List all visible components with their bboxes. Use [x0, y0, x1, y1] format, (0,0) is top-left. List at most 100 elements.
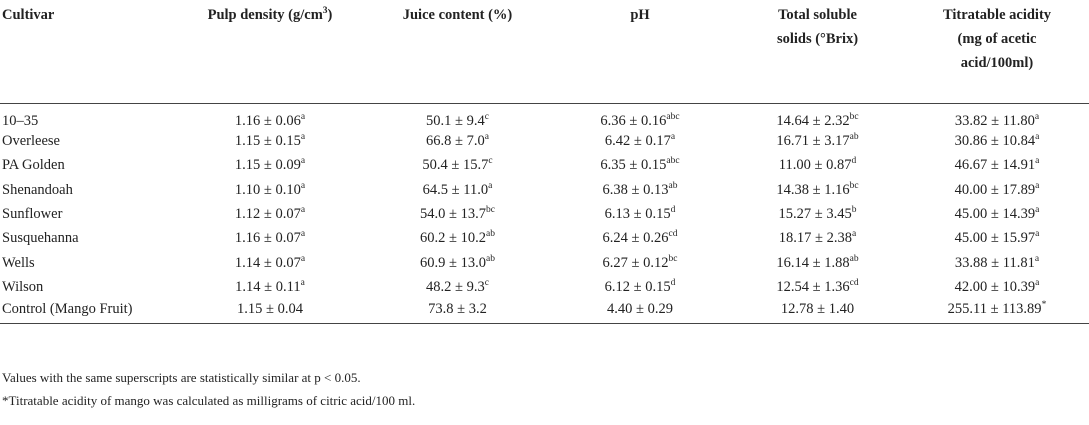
- significance-superscript: c: [484, 111, 489, 122]
- footnote-mango-acidity: *Titratable acidity of mango was calcula…: [2, 393, 416, 408]
- cell-value: 73.8 ± 3.2: [428, 300, 487, 317]
- table-footnotes: Values with the same superscripts are st…: [2, 366, 415, 412]
- significance-superscript: a: [300, 132, 306, 143]
- cell-titratable-acidity: 45.00 ± 15.97a: [905, 227, 1089, 251]
- significance-superscript: a: [852, 229, 857, 240]
- cell-ph: 6.27 ± 0.12bc: [550, 251, 730, 275]
- header-pulp-density: Pulp density (g/cm3): [207, 6, 333, 23]
- significance-superscript: ab: [849, 132, 859, 143]
- cell-pulp-density: 1.15 ± 0.09a: [175, 154, 365, 178]
- cell-value: 1.12 ± 0.07: [234, 206, 301, 223]
- significance-superscript: a: [1035, 278, 1040, 289]
- cell-value: 4.40 ± 0.29: [607, 300, 673, 317]
- significance-superscript: a: [300, 111, 306, 122]
- cell-pulp-density: 1.16 ± 0.06a: [175, 103, 365, 130]
- cell-juice-content: 50.4 ± 15.7c: [365, 154, 550, 178]
- cell-juice-content: 60.2 ± 10.2ab: [365, 227, 550, 251]
- table-row: Shenandoah 1.10 ± 0.10a 64.5 ± 11.0a 6.38 ±…: [0, 178, 1089, 202]
- cell-titratable-acidity: 40.00 ± 17.89a: [905, 178, 1089, 202]
- cell-value: 6.12 ± 0.15: [604, 278, 671, 295]
- significance-superscript: a: [1034, 253, 1040, 264]
- cell-value: 12.54 ± 1.36: [776, 278, 850, 295]
- cell-value: 50.4 ± 15.7: [422, 157, 489, 174]
- cell-value: 1.16 ± 0.06: [234, 112, 301, 129]
- cell-juice-content: 64.5 ± 11.0a: [365, 178, 550, 202]
- cell-titratable-acidity: 46.67 ± 14.91a: [905, 154, 1089, 178]
- cell-value: 6.38 ± 0.13: [602, 181, 669, 198]
- table-row: PA Golden 1.15 ± 0.09a 50.4 ± 15.7c 6.35 ± …: [0, 154, 1089, 178]
- cell-value: 50.1 ± 9.4: [426, 112, 485, 129]
- cell-ph: 6.35 ± 0.15abc: [550, 154, 730, 178]
- cell-total-soluble-solids: 12.54 ± 1.36cd: [730, 275, 905, 299]
- cell-ph: 6.12 ± 0.15d: [550, 275, 730, 299]
- significance-superscript: abc: [666, 111, 680, 122]
- cell-value: 45.00 ± 15.97: [954, 230, 1036, 247]
- significance-superscript: d: [670, 278, 676, 289]
- cell-value: 6.42 ± 0.17: [604, 133, 671, 150]
- header-total-soluble-solids: Total soluble solids (°Brix): [776, 7, 859, 47]
- significance-superscript: cd: [849, 278, 859, 289]
- table-row: Wilson 1.14 ± 0.11a 48.2 ± 9.3c 6.12 ± 0.15…: [0, 275, 1089, 299]
- significance-superscript: b: [851, 205, 857, 216]
- significance-superscript: a: [300, 229, 306, 240]
- cell-total-soluble-solids: 12.78 ± 1.40: [730, 300, 905, 324]
- cell-value: 1.15 ± 0.09: [234, 157, 301, 174]
- cell-ph: 6.42 ± 0.17a: [550, 130, 730, 154]
- table-body: 10–35 1.16 ± 0.06a 50.1 ± 9.4c 6.36 ± 0.16a…: [0, 103, 1089, 324]
- cell-cultivar: Wilson: [2, 278, 44, 295]
- cell-ph: 6.36 ± 0.16abc: [550, 103, 730, 130]
- cell-value: 15.27 ± 3.45: [778, 206, 852, 223]
- cell-value: 54.0 ± 13.7: [420, 206, 486, 223]
- table-row: 10–35 1.16 ± 0.06a 50.1 ± 9.4c 6.36 ± 0.16a…: [0, 103, 1089, 130]
- cell-value: 1.15 ± 0.15: [234, 133, 301, 150]
- cell-pulp-density: 1.14 ± 0.11a: [175, 275, 365, 299]
- cell-value: 6.24 ± 0.26: [602, 230, 669, 247]
- cell-pulp-density: 1.16 ± 0.07a: [175, 227, 365, 251]
- cell-ph: 4.40 ± 0.29: [550, 300, 730, 324]
- cell-total-soluble-solids: 16.14 ± 1.88ab: [730, 251, 905, 275]
- cell-ph: 6.24 ± 0.26cd: [550, 227, 730, 251]
- cell-value: 1.16 ± 0.07: [234, 230, 301, 247]
- cell-value: 40.00 ± 17.89: [954, 181, 1036, 198]
- data-table: Cultivar Pulp density (g/cm3) Juice cont…: [0, 0, 1089, 324]
- significance-superscript: bc: [486, 205, 495, 216]
- cell-juice-content: 50.1 ± 9.4c: [365, 103, 550, 130]
- cell-value: 30.86 ± 10.84: [954, 133, 1036, 150]
- significance-superscript: a: [1035, 229, 1040, 240]
- cell-value: 14.38 ± 1.16: [776, 181, 850, 198]
- significance-superscript: a: [1035, 132, 1040, 143]
- table-row: Susquehanna 1.16 ± 0.07a 60.2 ± 10.2ab 6.24…: [0, 227, 1089, 251]
- significance-superscript: a: [300, 156, 306, 167]
- cell-value: 33.88 ± 11.81: [954, 254, 1035, 271]
- significance-superscript: a: [1035, 156, 1040, 167]
- significance-superscript: a: [300, 253, 306, 264]
- cell-juice-content: 73.8 ± 3.2: [365, 300, 550, 324]
- significance-superscript: a: [300, 205, 306, 216]
- table-row: Overleese 1.15 ± 0.15a 66.8 ± 7.0a 6.42 ± 0…: [0, 130, 1089, 154]
- significance-superscript: ab: [849, 253, 859, 264]
- cell-value: 60.9 ± 13.0: [420, 254, 486, 271]
- cell-cultivar: Susquehanna: [2, 230, 79, 247]
- significance-superscript: ab: [486, 229, 495, 240]
- significance-superscript: a: [1035, 180, 1040, 191]
- cell-cultivar: Shenandoah: [2, 181, 73, 198]
- significance-superscript: d: [851, 156, 857, 167]
- cell-pulp-density: 1.12 ± 0.07a: [175, 202, 365, 226]
- cell-value: 42.00 ± 10.39: [954, 278, 1036, 295]
- significance-superscript: a: [484, 132, 489, 143]
- cell-ph: 6.13 ± 0.15d: [550, 202, 730, 226]
- table-header: Cultivar Pulp density (g/cm3) Juice cont…: [0, 0, 1089, 103]
- cell-titratable-acidity: 42.00 ± 10.39a: [905, 275, 1089, 299]
- cell-value: 14.64 ± 2.32: [776, 112, 850, 129]
- cell-value: 255.11 ± 113.89: [947, 300, 1042, 317]
- cell-cultivar: Wells: [2, 254, 35, 271]
- header-ph: pH: [630, 7, 650, 23]
- significance-superscript: a: [300, 180, 306, 191]
- significance-superscript: bc: [849, 111, 859, 122]
- cell-cultivar: Control (Mango Fruit): [2, 300, 133, 317]
- significance-superscript: a: [488, 180, 493, 191]
- cell-value: 6.27 ± 0.12: [602, 254, 669, 271]
- cell-value: 6.35 ± 0.15: [600, 157, 667, 174]
- cell-value: 1.15 ± 0.04: [237, 300, 303, 317]
- cell-titratable-acidity: 45.00 ± 14.39a: [905, 202, 1089, 226]
